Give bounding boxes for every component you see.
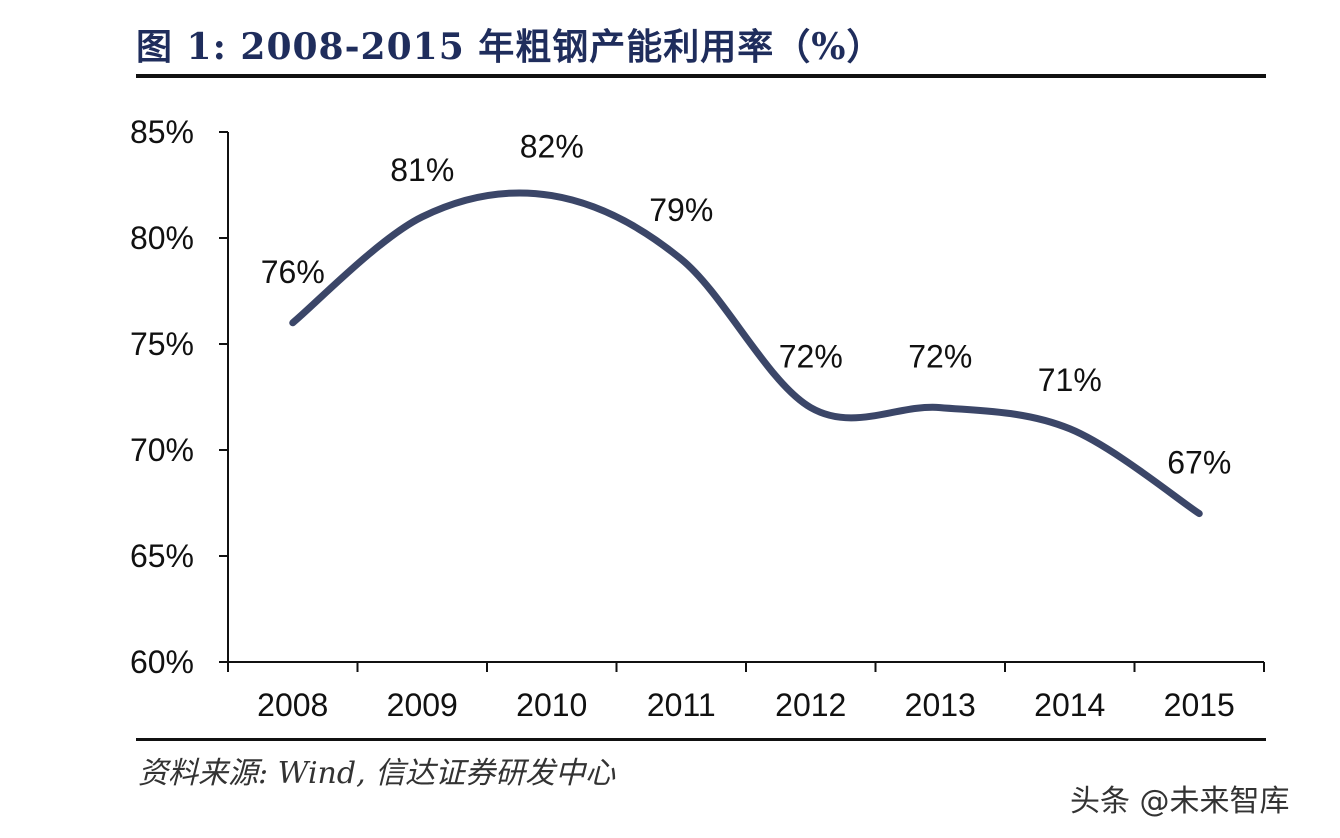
chart-title: 图 1: 2008-2015 年粗钢产能利用率（%） (136, 26, 884, 68)
y-tick-label: 80% (130, 220, 194, 256)
data-label: 71% (1038, 362, 1102, 398)
watermark: 头条 @未来智库 (1070, 784, 1290, 819)
x-tick-label: 2015 (1164, 687, 1235, 723)
x-tick-label: 2008 (257, 687, 328, 723)
y-tick-label: 60% (130, 644, 194, 680)
source-rule (136, 738, 1266, 741)
y-tick-label: 65% (130, 538, 194, 574)
data-label: 67% (1167, 445, 1231, 481)
data-label: 76% (261, 254, 325, 290)
x-tick-label: 2009 (387, 687, 458, 723)
data-label: 82% (520, 129, 584, 165)
x-tick-label: 2010 (516, 687, 587, 723)
source-note: 资料来源: Wind, 信达证券研发中心 (138, 756, 616, 791)
title-rule (136, 74, 1266, 78)
y-tick-label: 70% (130, 432, 194, 468)
y-tick-label: 75% (130, 326, 194, 362)
x-tick-label: 2013 (905, 687, 976, 723)
x-tick-label: 2011 (647, 687, 716, 723)
data-label: 81% (390, 152, 454, 188)
data-label: 72% (779, 339, 843, 375)
data-label: 72% (908, 339, 972, 375)
data-label: 79% (649, 192, 713, 228)
series-line (289, 189, 1203, 518)
x-tick-label: 2012 (775, 687, 846, 723)
y-tick-label: 85% (130, 114, 194, 150)
x-tick-label: 2014 (1034, 687, 1105, 723)
